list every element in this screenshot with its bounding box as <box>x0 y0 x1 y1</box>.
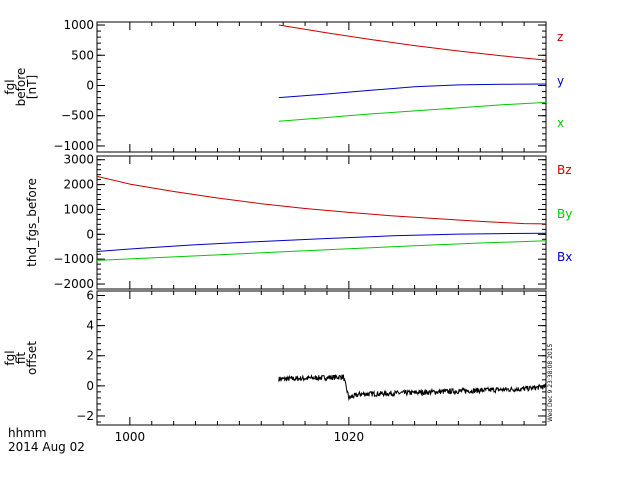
y-tick-label: 6 <box>86 289 94 303</box>
date-label: 2014 Aug 02 <box>8 440 85 454</box>
series-line-by <box>97 240 546 261</box>
series-line-x <box>278 101 546 122</box>
x-tick-label: 1000 <box>115 430 146 444</box>
y-tick-label: 3000 <box>63 153 94 167</box>
legend-by: By <box>557 207 572 221</box>
panel-frame <box>96 21 547 153</box>
series-line-bx <box>97 232 546 252</box>
y-axis-label: fit <box>14 352 28 365</box>
y-tick-label: −2 <box>76 409 94 423</box>
legend-x: x <box>557 116 564 130</box>
series-line-bz <box>97 175 546 225</box>
y-tick-label: 4 <box>86 319 94 333</box>
y-tick-label: 500 <box>71 48 94 62</box>
series-line-y <box>278 83 546 99</box>
series-line-z <box>278 24 546 61</box>
y-tick-label: 2 <box>86 349 94 363</box>
panel-2: −2000 −1000 0 1000 2000 3000 thd_fgs_before Bz B… <box>25 153 572 291</box>
legend-y: y <box>557 74 564 88</box>
legend-z: z <box>557 30 563 44</box>
x-tick-label: 1020 <box>334 430 365 444</box>
y-tick-label: 1000 <box>63 18 94 32</box>
y-tick-label: 0 <box>86 227 94 241</box>
y-axis-label: thd_fgs_before <box>25 178 39 267</box>
y-tick-label: −1000 <box>53 252 94 266</box>
y-tick-label: 1000 <box>63 202 94 216</box>
time-format-label: hhmm <box>8 426 47 440</box>
y-axis-label: offset <box>25 341 39 375</box>
y-tick-label: 0 <box>86 379 94 393</box>
legend-bz: Bz <box>557 163 572 177</box>
y-tick-label: 0 <box>86 78 94 92</box>
y-axis-label: before <box>14 68 28 107</box>
y-axis-label: fgl <box>3 350 17 365</box>
timestamp-stamp: Wed Dec 9 23:38:08 2015 <box>547 343 554 422</box>
y-axis-label: fgl <box>3 79 17 94</box>
panel-frame <box>96 155 547 290</box>
y-tick-label: −500 <box>61 109 94 123</box>
panel-frame <box>96 290 547 426</box>
y-tick-label: −2000 <box>53 277 94 291</box>
y-tick-label: −1000 <box>53 139 94 153</box>
y-axis-label: [nT] <box>25 75 39 99</box>
series-line-offset <box>278 373 546 402</box>
legend-bx: Bx <box>557 250 572 264</box>
y-tick-label: 2000 <box>63 178 94 192</box>
